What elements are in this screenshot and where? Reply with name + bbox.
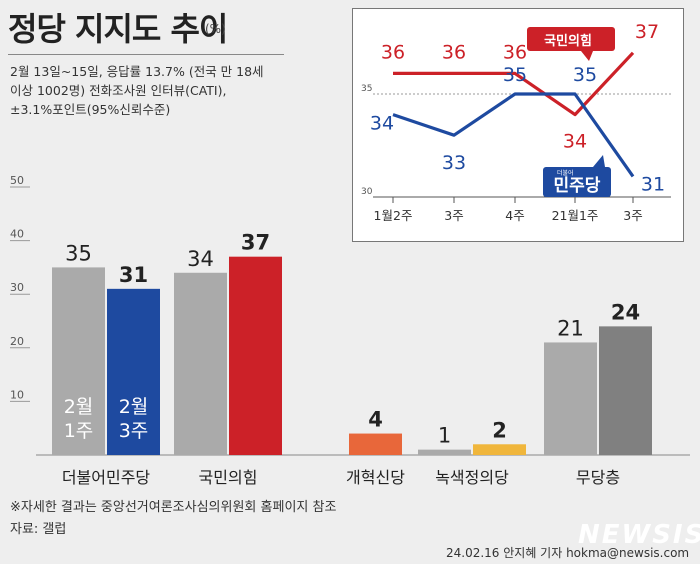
y-tick-label: 20: [10, 335, 24, 348]
badge-pointer: [581, 51, 593, 61]
data-label: 4: [368, 408, 383, 432]
line-series: 36 36 36 34 37: [381, 21, 659, 153]
category-label: 개혁신당: [346, 468, 405, 487]
bar: [174, 272, 227, 455]
title-unit: (%): [205, 22, 226, 36]
category-label: 녹색정의당: [435, 468, 509, 487]
bar-group: 34 37: [174, 231, 282, 455]
y-tick-label: 35: [361, 84, 372, 94]
survey-info: 2월 13일~15일, 응답률 13.7% (전국 만 18세 이상 1002명…: [10, 62, 300, 119]
x-tick-label: 1월2주: [374, 208, 413, 223]
survey-line: ±3.1%포인트(95%신뢰수준): [10, 102, 171, 117]
legend-badge: 더불어민주당: [543, 155, 611, 197]
bar-group: 4: [349, 408, 402, 455]
badge-label: 민주당: [554, 176, 601, 196]
bar: [229, 256, 282, 455]
y-tick-label: 50: [10, 174, 24, 187]
badge-box: [543, 167, 611, 197]
data-label: 34: [187, 247, 214, 271]
bar: [52, 267, 105, 455]
badge-box: [527, 27, 615, 51]
line-data-label: 34: [563, 131, 587, 153]
bar-group: 35 31: [52, 241, 160, 455]
y-tick-label: 30: [361, 187, 373, 197]
support-trend-line-chart: 30 35 1월2주 3주 4주 21월1주 3주 36 36 36 34 37 34 33 35 35 31 국…: [352, 8, 684, 242]
line-data-label: 36: [503, 41, 527, 63]
y-tick-label: 30: [10, 281, 24, 294]
bar: [349, 433, 402, 455]
series-line: [393, 51, 635, 117]
data-label: 2: [492, 418, 507, 442]
line-data-label: 36: [381, 41, 405, 63]
x-tick-label: 3주: [623, 208, 642, 223]
newsis-logo: NEWSIS: [578, 520, 700, 550]
data-label: 37: [241, 231, 270, 255]
line-series: 34 33 35 35 31: [370, 64, 665, 195]
bar-group: 21 24: [544, 300, 652, 455]
footnote: ※자세한 결과는 중앙선거여론조사심의위원회 홈페이지 참조: [10, 500, 337, 515]
data-label: 1: [438, 424, 451, 448]
series-label: 2월: [64, 396, 94, 418]
y-axis: 10 20 30 40 50: [10, 174, 30, 402]
survey-line: 2월 13일~15일, 응답률 13.7% (전국 만 18세: [10, 64, 264, 79]
series-label: 2월: [119, 396, 149, 418]
series-label: 3주: [119, 420, 149, 442]
x-tick-label: 4주: [505, 208, 524, 223]
data-label: 21: [557, 316, 584, 340]
y-tick-label: 10: [10, 388, 24, 401]
line-data-label: 35: [573, 64, 597, 86]
bar: [544, 342, 597, 455]
line-data-label: 35: [503, 64, 527, 86]
author-credit: 24.02.16 안지혜 기자 hokma@newsis.com: [446, 546, 690, 560]
badge-pointer: [593, 155, 605, 167]
title-divider: [8, 54, 284, 55]
line-data-label: 31: [641, 173, 665, 195]
survey-line: 이상 1002명) 전화조사원 인터뷰(CATI),: [10, 83, 227, 98]
line-data-label: 33: [442, 152, 466, 174]
data-label: 31: [119, 263, 148, 287]
x-tick-label: 3주: [444, 208, 463, 223]
bar: [473, 444, 526, 455]
bar: [599, 326, 652, 455]
data-label: 24: [611, 300, 640, 324]
line-data-label: 37: [635, 21, 659, 43]
line-data-label: 34: [370, 113, 394, 135]
data-label: 35: [65, 241, 92, 265]
x-tick-label: 21월1주: [552, 208, 599, 223]
series-line: [392, 92, 635, 178]
bar: [107, 288, 160, 455]
chart-title: 정당 지지도 추이: [8, 10, 228, 48]
category-label: 더불어민주당: [62, 468, 151, 487]
badge-label: 국민의힘: [544, 33, 592, 49]
bar: [418, 449, 471, 455]
badge-small-label: 더불어: [557, 169, 574, 177]
category-label: 국민의힘: [199, 468, 258, 487]
series-label: 1주: [64, 420, 94, 442]
source-note: 자료: 갤럽: [10, 522, 67, 537]
line-data-label: 36: [442, 41, 466, 63]
legend-badge: 국민의힘: [527, 27, 615, 61]
y-tick-label: 40: [10, 228, 24, 241]
category-label: 무당층: [576, 468, 620, 487]
